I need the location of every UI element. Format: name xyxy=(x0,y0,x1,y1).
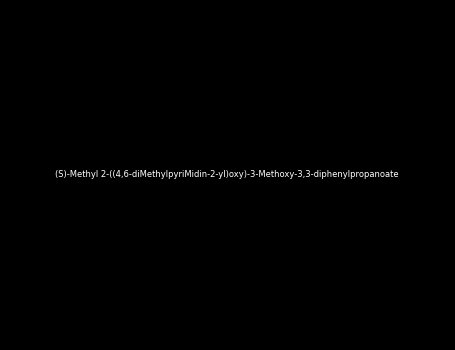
Text: (S)-Methyl 2-((4,6-diMethylpyriMidin-2-yl)oxy)-3-Methoxy-3,3-diphenylpropanoate: (S)-Methyl 2-((4,6-diMethylpyriMidin-2-y… xyxy=(55,170,399,180)
